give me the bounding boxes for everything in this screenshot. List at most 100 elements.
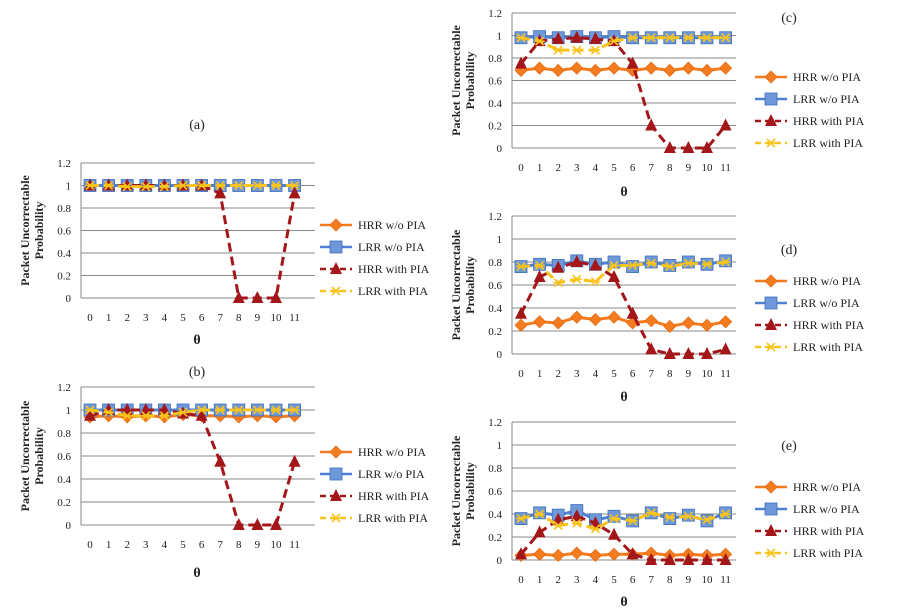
triangle-marker: [608, 527, 620, 540]
triangle-marker: [84, 408, 96, 421]
legend-item: LRR with PIA: [320, 284, 428, 298]
square-marker: [764, 296, 778, 310]
x-marker: [571, 274, 582, 284]
triangle-marker: [570, 255, 583, 267]
series-hrr-w-o-pia: [514, 546, 733, 562]
square-marker: [682, 508, 695, 522]
y-axis-label-line: Packet Uncorrectable: [449, 24, 463, 135]
x-tick-label: 11: [720, 162, 731, 174]
legend-label: LRR w/o PIA: [793, 92, 860, 106]
data-point: [140, 182, 151, 192]
diamond-marker: [329, 445, 343, 459]
data-point: [551, 316, 565, 330]
diamond-marker: [607, 547, 621, 561]
data-point: [719, 315, 733, 329]
data-point: [196, 180, 207, 191]
x-marker: [233, 180, 244, 191]
x-marker: [683, 33, 694, 43]
legend-label: LRR w/o PIA: [793, 502, 860, 516]
legend-label: LRR with PIA: [793, 546, 863, 560]
triangle-marker: [589, 258, 602, 271]
x-marker: [702, 33, 712, 43]
data-point: [682, 255, 695, 269]
x-marker: [289, 405, 300, 415]
data-point: [196, 405, 207, 415]
triangle-marker: [701, 553, 713, 565]
triangle-marker: [645, 342, 658, 355]
y-axis-label-line: Packet Uncorrectable: [449, 435, 463, 546]
y-axis-label: Packet UncorrectableProbability: [18, 174, 46, 285]
y-axis-label-line: Probability: [463, 256, 477, 314]
data-point: [103, 407, 114, 417]
x-marker: [85, 405, 95, 415]
legend-item: HRR with PIA: [755, 114, 865, 128]
data-point: [515, 56, 527, 69]
diamond-marker: [607, 310, 621, 324]
x-tick-label: 9: [686, 368, 692, 380]
data-point: [122, 182, 133, 192]
data-point: [719, 61, 733, 75]
data-point: [271, 405, 281, 415]
diamond-marker: [551, 548, 565, 562]
triangle-marker: [515, 56, 527, 69]
data-point: [681, 316, 695, 330]
triangle-marker: [626, 56, 639, 69]
data-point: [664, 33, 675, 43]
data-point: [533, 61, 547, 75]
diamond-marker: [644, 314, 658, 328]
x-marker: [720, 33, 731, 43]
x-marker: [178, 180, 188, 191]
legend-item: HRR with PIA: [320, 489, 430, 503]
diamond-marker: [570, 61, 584, 75]
triangle-marker: [232, 518, 245, 530]
legend-label: LRR with PIA: [358, 511, 428, 525]
data-point: [607, 61, 621, 75]
data-point: [609, 36, 619, 46]
x-marker: [646, 508, 657, 518]
data-point: [719, 254, 732, 268]
x-marker: [516, 33, 526, 43]
data-point: [232, 518, 245, 530]
data-point: [233, 405, 244, 415]
data-point: [663, 553, 676, 565]
series-hrr-with-pia: [84, 403, 301, 530]
data-point: [515, 306, 527, 319]
y-axis-label: Packet UncorrectableProbability: [449, 24, 477, 135]
x-tick-label: 2: [555, 162, 561, 174]
triangle-marker: [533, 525, 546, 538]
triangle-marker: [288, 186, 301, 199]
data-point: [570, 255, 583, 267]
x-tick-label: 2: [124, 539, 130, 551]
data-point: [233, 180, 244, 191]
diamond-marker: [570, 546, 584, 560]
square-marker: [719, 506, 732, 520]
x-tick-label: 0: [518, 574, 524, 586]
diamond-marker: [533, 547, 547, 561]
data-point: [701, 141, 713, 153]
y-tick-label: 0: [497, 555, 503, 567]
legend-item: HRR with PIA: [755, 524, 865, 538]
x-marker: [331, 513, 341, 523]
data-point: [626, 306, 639, 319]
legend: HRR w/o PIA LRR w/o PIA HRR with PIA LRR wi…: [320, 445, 430, 525]
diamond-marker: [764, 70, 778, 84]
x-tick-label: 10: [271, 312, 283, 324]
data-point: [702, 515, 712, 525]
data-point: [700, 63, 714, 77]
data-point: [516, 514, 526, 524]
y-tick-label: 0.2: [488, 532, 502, 544]
triangle-marker: [682, 553, 695, 565]
data-point: [85, 180, 95, 191]
data-point: [664, 262, 675, 272]
legend: HRR w/o PIA LRR w/o PIA HRR with PIA LRR wi…: [320, 218, 430, 298]
data-point: [85, 405, 95, 415]
x-tick-label: 3: [143, 312, 149, 324]
series-lrr-with-pia: [85, 405, 300, 421]
legend-item: HRR with PIA: [755, 318, 865, 332]
diamond-marker: [764, 480, 778, 494]
x-marker: [534, 36, 545, 46]
legend-label: HRR with PIA: [358, 262, 430, 276]
data-point: [251, 518, 264, 530]
diamond-marker: [514, 318, 528, 332]
legend-label: HRR w/o PIA: [358, 445, 426, 459]
